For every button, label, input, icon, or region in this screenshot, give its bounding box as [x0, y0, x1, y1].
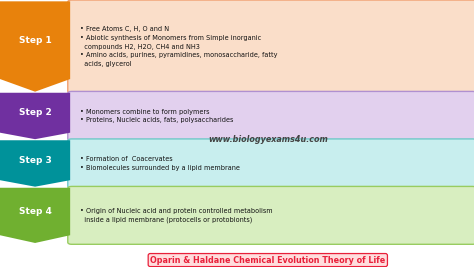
FancyBboxPatch shape — [68, 0, 474, 93]
Text: • Origin of Nucleic acid and protein controlled metabolism
  inside a lipid memb: • Origin of Nucleic acid and protein con… — [80, 208, 273, 223]
Text: • Formation of  Coacervates
• Biomolecules surrounded by a lipid membrane: • Formation of Coacervates • Biomolecule… — [80, 156, 240, 171]
Text: Step 2: Step 2 — [18, 108, 52, 117]
Text: • Monomers combine to form polymers
• Proteins, Nucleic acids, fats, polysacchar: • Monomers combine to form polymers • Pr… — [80, 109, 234, 123]
Text: www.biologyexams4u.com: www.biologyexams4u.com — [208, 135, 328, 144]
Text: Step 3: Step 3 — [18, 156, 52, 165]
Polygon shape — [0, 1, 70, 92]
Text: Oparin & Haldane Chemical Evolution Theory of Life: Oparin & Haldane Chemical Evolution Theo… — [150, 256, 385, 265]
FancyBboxPatch shape — [68, 186, 474, 244]
Text: Step 1: Step 1 — [18, 36, 52, 45]
Polygon shape — [0, 140, 70, 187]
FancyBboxPatch shape — [68, 139, 474, 188]
Polygon shape — [0, 188, 70, 243]
Text: • Free Atoms C, H, O and N
• Abiotic synthesis of Monomers from Simple inorganic: • Free Atoms C, H, O and N • Abiotic syn… — [80, 26, 278, 67]
Polygon shape — [0, 93, 70, 139]
Text: Step 4: Step 4 — [18, 207, 52, 216]
FancyBboxPatch shape — [68, 91, 474, 140]
